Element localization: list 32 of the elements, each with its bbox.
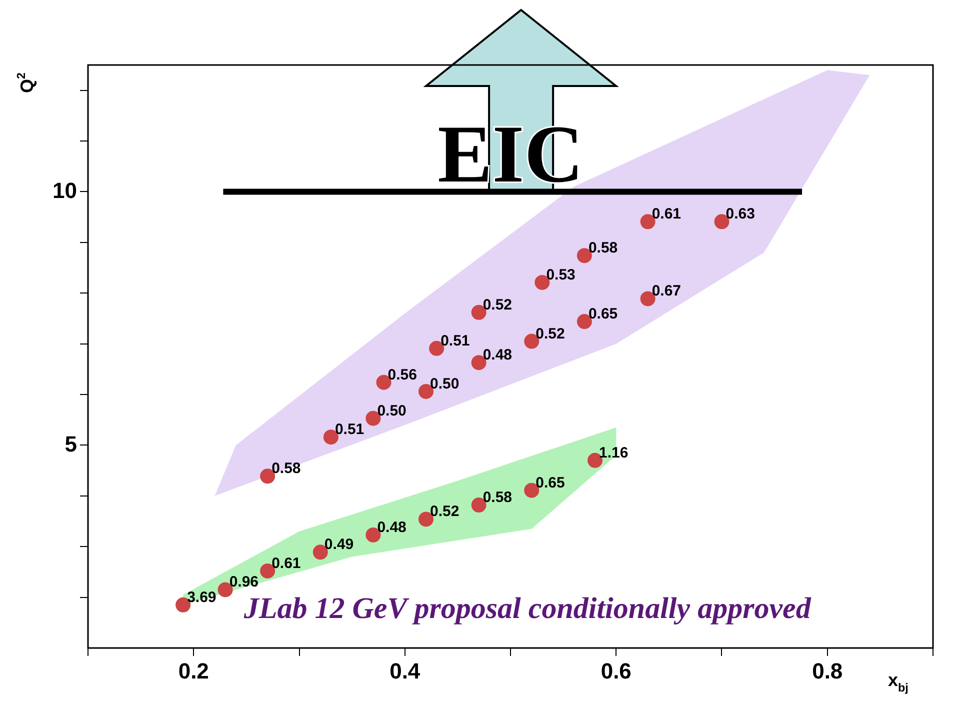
annotation: 0.61 — [272, 554, 301, 572]
annotation: JLab 12 GeV proposal conditionally approved — [242, 592, 812, 625]
x-tick-label: 0.4 — [390, 658, 421, 684]
y-tick-label: 5 — [64, 431, 77, 456]
annotation: 1.16 — [599, 444, 628, 462]
annotation: 0.58 — [588, 240, 618, 257]
annotation: 0.48 — [377, 518, 406, 536]
annotation: 0.52 — [482, 296, 512, 314]
annotation: 0.49 — [324, 536, 354, 554]
y-axis-title: Q2 — [14, 72, 37, 93]
annotation: 0.63 — [726, 206, 755, 223]
annotation: 0.52 — [536, 325, 565, 342]
annotation: 0.58 — [482, 489, 512, 506]
annotation: 0.65 — [536, 474, 565, 492]
annotation: 0.56 — [388, 366, 417, 384]
annotation: 0.53 — [546, 266, 576, 284]
annotation: 0.52 — [430, 503, 460, 520]
annotation: 0.65 — [588, 306, 618, 323]
annotation: 0.50 — [430, 375, 460, 392]
annotation: 0.48 — [482, 346, 512, 364]
annotation: 0.51 — [440, 332, 470, 350]
annotation: 0.67 — [652, 282, 682, 300]
y-tick-label: 10 — [52, 178, 77, 203]
x-tick-label: 0.8 — [812, 658, 843, 684]
annotation: 3.69 — [187, 588, 216, 606]
annotation: 0.50 — [377, 402, 406, 420]
x-tick-label: 0.6 — [600, 658, 632, 684]
annotation: 0.61 — [652, 206, 682, 223]
annotation: 0.58 — [272, 460, 301, 478]
annotation: 0.51 — [334, 421, 364, 438]
x-tick-label: 0.2 — [178, 658, 209, 684]
annotation: 0.96 — [229, 574, 259, 591]
